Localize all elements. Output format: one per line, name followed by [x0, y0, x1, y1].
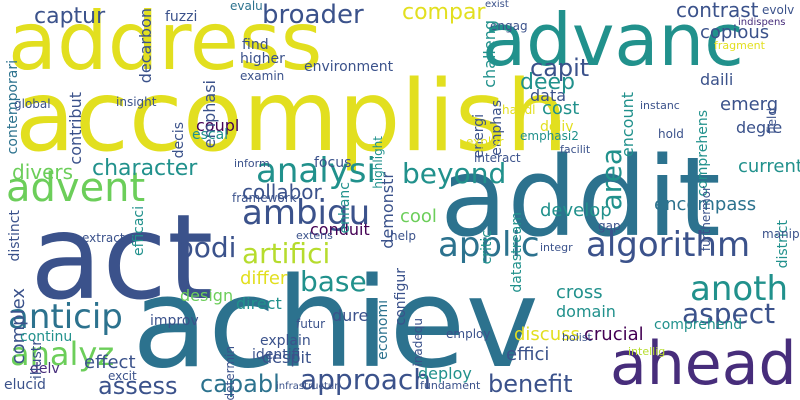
word: capabl: [200, 372, 280, 396]
word: futur: [296, 318, 325, 330]
word: datastream: [510, 212, 524, 293]
word: intellig: [628, 346, 665, 357]
word: inform: [234, 158, 270, 169]
word: explain: [260, 334, 311, 348]
word: broader: [262, 2, 364, 28]
word: enhanc: [338, 182, 352, 234]
word: compar: [402, 2, 485, 24]
word: determin: [224, 346, 236, 400]
word: design: [180, 288, 233, 304]
word: fragment: [714, 40, 765, 51]
word: find: [242, 38, 269, 52]
word: fundament: [420, 380, 480, 391]
word: framework: [232, 192, 297, 204]
word: furthermor: [700, 186, 712, 251]
word: critic: [480, 230, 494, 264]
word: highlight: [372, 136, 384, 189]
word: efficaci: [132, 206, 146, 256]
word: benefit: [488, 372, 573, 396]
word: handl: [502, 104, 536, 116]
word: bodi: [176, 234, 236, 262]
word: help: [390, 230, 416, 242]
word: emphasi2: [520, 130, 579, 142]
word: economi: [376, 300, 390, 360]
word: gap: [598, 220, 621, 232]
word: identifi: [252, 348, 300, 362]
word: hold: [658, 128, 684, 140]
word: configur: [394, 268, 408, 325]
word: effici: [506, 346, 549, 364]
word: improv: [150, 314, 199, 328]
word: decis: [172, 122, 186, 158]
word: illustr: [30, 340, 44, 379]
word: algorithm: [586, 228, 750, 262]
word: domain: [556, 304, 616, 320]
word: distinct: [8, 210, 22, 262]
word: focus: [314, 156, 351, 170]
word: extens: [296, 230, 333, 241]
word: deep: [520, 72, 575, 94]
word: comprehens: [696, 110, 710, 197]
word: challeng: [482, 20, 498, 88]
word: encount: [620, 92, 636, 157]
word: escal: [192, 128, 228, 142]
word: fuzzi: [165, 10, 197, 24]
word: comprehend: [654, 318, 742, 332]
word: differ: [240, 270, 287, 288]
word: higher: [240, 52, 285, 66]
word: exist: [485, 0, 509, 10]
word: infrastructur: [276, 382, 338, 392]
word: crucial: [584, 326, 644, 344]
word: facilit: [560, 144, 590, 155]
word: develop: [540, 202, 612, 220]
word: character: [92, 158, 197, 180]
word: evalu: [230, 0, 263, 12]
word: inadequ: [412, 318, 424, 367]
word: environment: [304, 60, 393, 74]
word: complex: [10, 288, 28, 364]
word: excit: [108, 370, 137, 382]
word: base: [300, 268, 367, 296]
word: divers: [12, 162, 73, 182]
word: cross: [556, 284, 603, 302]
word: extract: [82, 232, 125, 244]
word: integr: [540, 242, 573, 253]
word: continu: [20, 330, 72, 344]
word: instanc: [640, 100, 680, 111]
word: captur: [34, 6, 105, 28]
word: elucid: [4, 378, 46, 392]
word: explor: [466, 136, 504, 148]
word: global: [14, 98, 51, 110]
word: daili: [700, 72, 733, 88]
word: holist: [562, 332, 592, 343]
word: dure: [332, 308, 368, 324]
word: evolv: [762, 4, 794, 16]
word: contribut: [68, 92, 84, 165]
word: decarbon: [138, 8, 154, 83]
word: interact: [474, 152, 521, 164]
word: current: [738, 158, 800, 176]
word: manipul: [762, 228, 800, 240]
word: insight: [116, 96, 156, 108]
word: cool: [400, 208, 437, 226]
word: direct: [236, 296, 282, 312]
word: examin: [240, 70, 284, 82]
word: artifici: [242, 240, 330, 268]
word: employ: [446, 328, 490, 340]
word: indispens: [738, 18, 786, 28]
word: field: [766, 108, 778, 134]
